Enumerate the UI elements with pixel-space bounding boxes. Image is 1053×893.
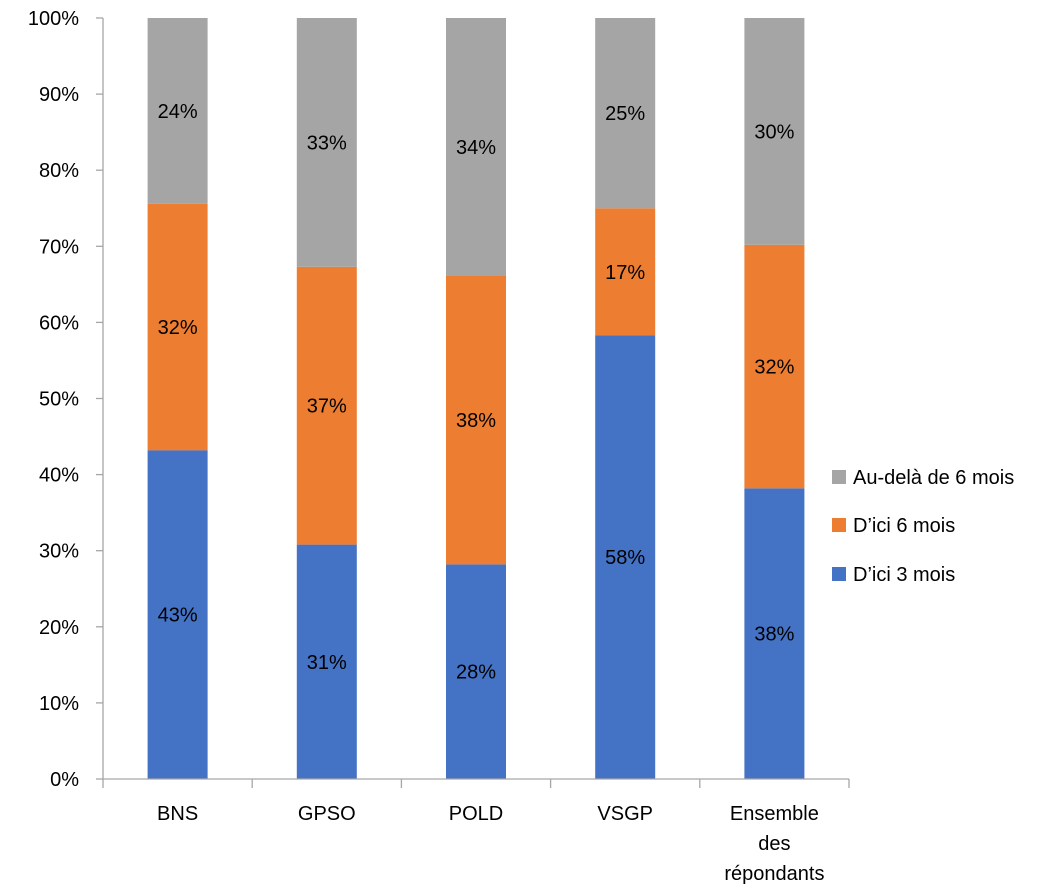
bar-segment [147, 203, 208, 451]
data-label: 17% [605, 262, 645, 284]
data-label: 24% [158, 101, 198, 123]
bar-segment [147, 18, 208, 204]
y-tick-label: 90% [39, 84, 79, 106]
data-label: 34% [456, 137, 496, 159]
y-tick-label: 20% [39, 617, 79, 639]
axes-layer: 0% 10% 20% 30% 40% 50% 60% 70% 80% 90% 100% BNS GPSO… [28, 8, 850, 885]
data-label: 37% [307, 396, 347, 418]
bar-segment [744, 18, 805, 245]
x-tick-label: BNS [157, 803, 198, 825]
bar-segment [744, 244, 805, 489]
data-label: 25% [605, 103, 645, 125]
y-tick-label: 40% [39, 465, 79, 487]
bar-segment [296, 266, 357, 545]
y-tick-label: 10% [39, 693, 79, 715]
bar-segment [595, 18, 656, 209]
bar-segment [744, 488, 805, 779]
data-label: 58% [605, 547, 645, 569]
y-tick-label: 30% [39, 541, 79, 563]
bar-segment [446, 18, 506, 276]
y-tick-label: 0% [50, 769, 79, 791]
data-label: 31% [307, 652, 347, 674]
data-label: 38% [456, 410, 496, 432]
data-labels-layer: 43% 32% 24% 31% 37% 33% 28% 38% 34% 58% 17% 25% 38% 3… [158, 101, 795, 684]
bar-segment [595, 335, 656, 779]
data-label: 32% [754, 357, 794, 379]
legend: Au-delà de 6 mois D’ici 6 mois D’ici 3 moi… [832, 467, 1014, 586]
bar-segment [446, 564, 506, 779]
data-label: 38% [754, 624, 794, 646]
bar-segment [296, 18, 357, 267]
y-tick-label: 50% [39, 389, 79, 411]
x-tick-label: Ensemble [730, 803, 819, 825]
bars-layer [147, 18, 805, 779]
bar-segment [446, 276, 506, 565]
legend-label: D’ici 6 mois [853, 515, 955, 537]
y-tick-label: 70% [39, 236, 79, 258]
legend-swatch [832, 567, 846, 581]
x-tick-label: GPSO [298, 803, 356, 825]
x-tick-label: POLD [449, 803, 503, 825]
x-tick-label: répondants [724, 863, 824, 885]
x-tick-label: VSGP [597, 803, 653, 825]
legend-label: D’ici 3 mois [853, 564, 955, 586]
y-tick-label: 100% [28, 8, 79, 30]
data-label: 30% [754, 121, 794, 143]
legend-label: Au-delà de 6 mois [853, 467, 1014, 489]
y-tick-label: 80% [39, 160, 79, 182]
y-tick-label: 60% [39, 312, 79, 334]
data-label: 43% [158, 605, 198, 627]
legend-swatch [832, 470, 846, 484]
data-label: 32% [158, 317, 198, 339]
bar-segment [296, 544, 357, 779]
data-label: 33% [307, 132, 347, 154]
data-label: 28% [456, 662, 496, 684]
legend-swatch [832, 518, 846, 532]
x-tick-label: des [758, 833, 790, 855]
bar-segment [595, 208, 656, 336]
bar-segment [147, 450, 208, 779]
